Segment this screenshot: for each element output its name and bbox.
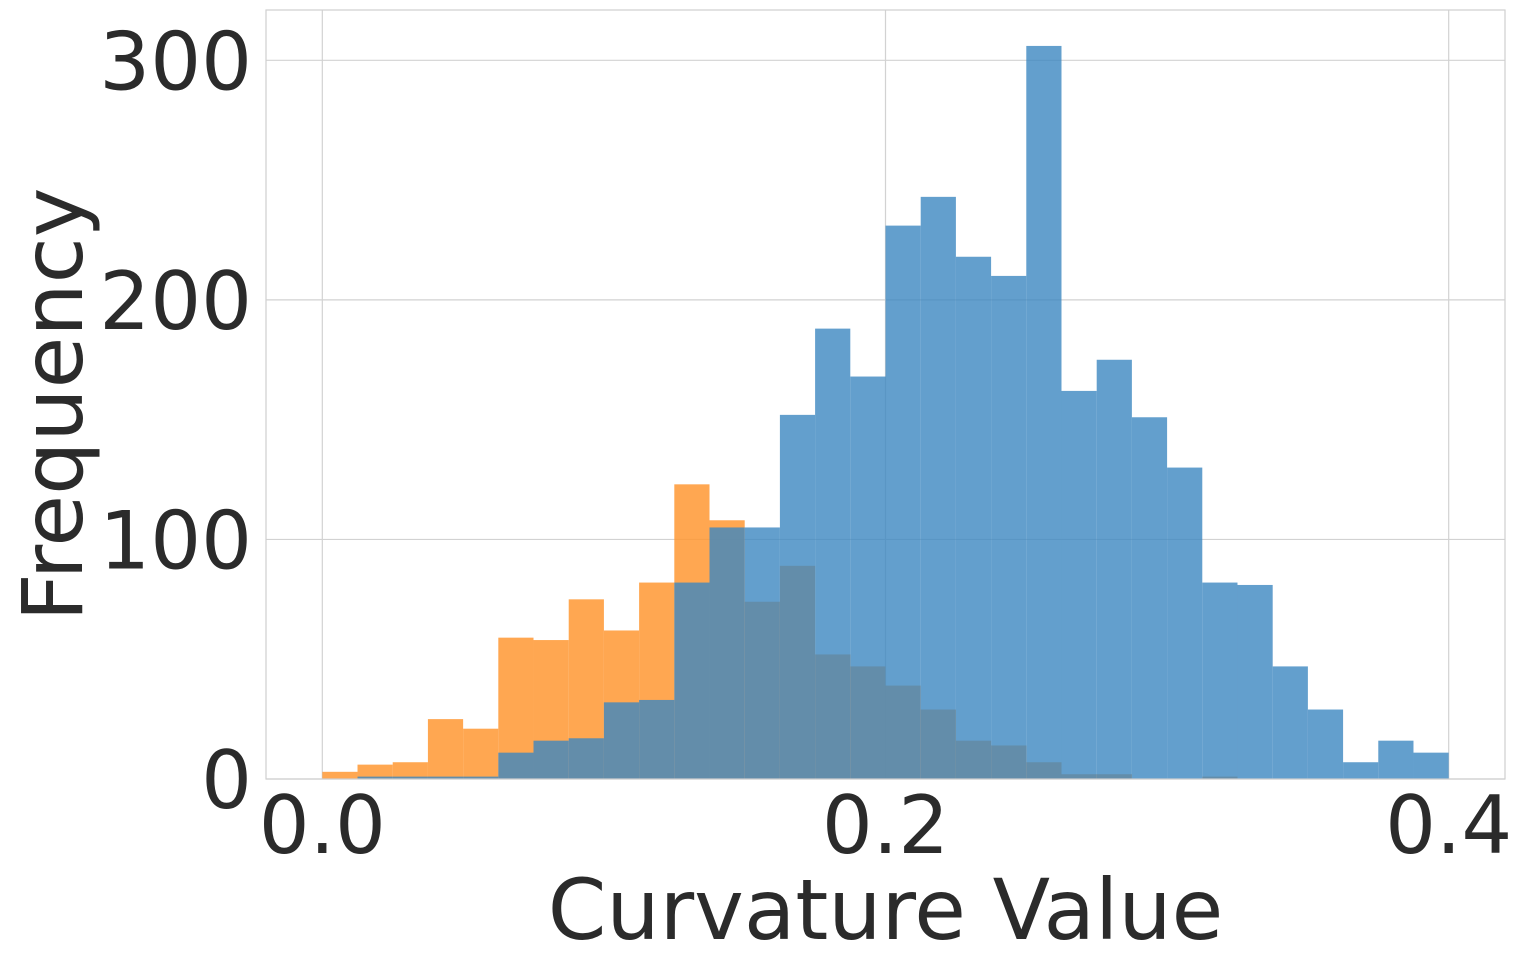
histogram-bar [1378,740,1414,779]
histogram-bar [498,752,534,779]
x-axis-title: Curvature Value [548,861,1224,959]
histogram-bar [568,738,604,779]
histogram-bar [392,776,428,779]
x-tick-label: 0.2 [822,779,949,872]
x-tick-label: 0.4 [1385,779,1512,872]
histogram-bar [357,764,393,779]
histogram-bar [920,196,956,780]
histogram-bar [674,582,710,779]
histogram-bar [1272,666,1308,779]
histogram-bar [463,728,499,779]
histogram-bars [322,45,1449,780]
histogram-bar [427,719,464,779]
histogram-bar [850,376,886,779]
series-2-bars [357,45,1449,780]
y-axis-title: Frequency [4,188,102,622]
histogram-bar [1167,467,1203,779]
histogram-bar [709,527,745,779]
histogram-bar [1096,359,1132,779]
histogram-bar [639,699,675,779]
y-tick-label: 0 [201,734,252,827]
histogram-bar [955,256,992,779]
histogram-bar [603,702,640,779]
histogram-bar [1061,390,1097,779]
y-tick-label: 200 [99,255,252,348]
histogram-bar [392,762,428,779]
histogram-bar [463,776,499,779]
y-tick-label: 300 [99,15,252,108]
histogram-bar [885,225,921,779]
histogram-bar [1343,762,1379,779]
histogram-bar [815,328,851,779]
histogram-bar [1237,584,1273,779]
histogram-bar [427,776,464,779]
x-tick-label: 0.0 [259,779,386,872]
histogram-bar [779,414,816,779]
histogram-bar [1026,45,1062,780]
histogram-bar [991,275,1027,779]
tick-labels: 0.0 0.2 0.4 0 100 200 300 [99,15,1512,872]
histogram-bar [1202,582,1238,779]
histogram-bar [1131,417,1168,779]
y-tick-label: 100 [99,494,252,587]
histogram-bar [1307,709,1344,779]
histogram-bar [744,527,780,779]
histogram-bar [1413,752,1449,779]
plot-frame [265,9,1506,780]
histogram-bar [322,771,358,779]
histogram-bar [533,740,569,779]
histogram-bar [357,776,393,779]
